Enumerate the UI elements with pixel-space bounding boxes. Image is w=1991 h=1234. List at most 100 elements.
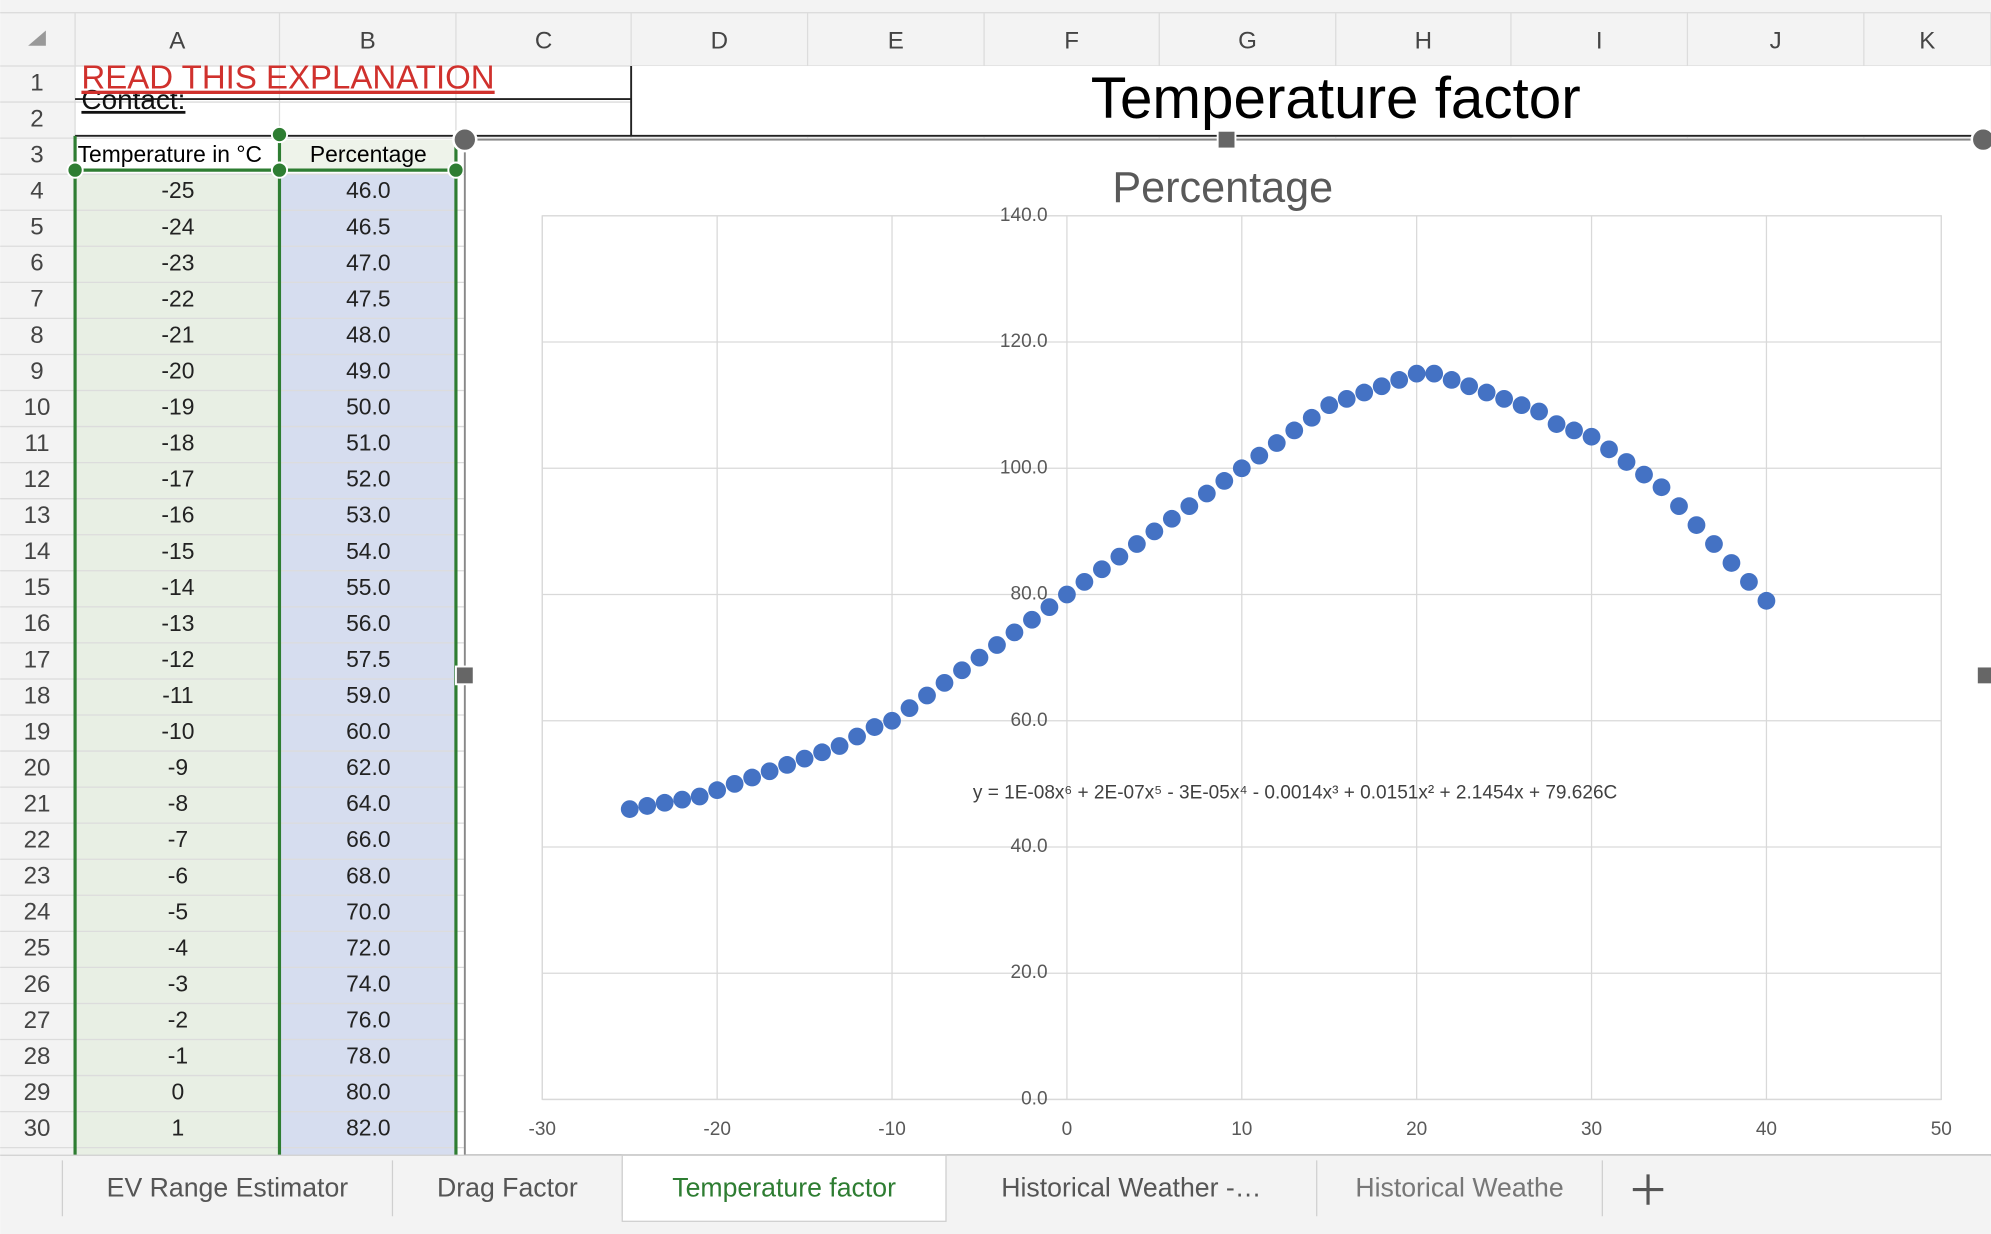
row-header[interactable]: 22 bbox=[24, 827, 51, 854]
resize-handle[interactable] bbox=[452, 126, 478, 153]
row-header[interactable]: 7 bbox=[30, 286, 43, 313]
percentage-cell[interactable]: 57.5 bbox=[346, 646, 390, 672]
resize-handle[interactable] bbox=[1970, 126, 1991, 153]
row-header[interactable]: 14 bbox=[24, 538, 51, 565]
row-header[interactable]: 25 bbox=[24, 935, 51, 962]
percentage-cell[interactable]: 48.0 bbox=[346, 321, 390, 347]
percentage-cell[interactable]: 50.0 bbox=[346, 394, 390, 420]
temperature-cell[interactable]: -22 bbox=[161, 285, 194, 311]
column-header[interactable]: H bbox=[1415, 27, 1432, 54]
percentage-cell[interactable]: 64.0 bbox=[346, 790, 390, 816]
temperature-cell[interactable]: -14 bbox=[161, 574, 194, 600]
temperature-cell[interactable]: 1 bbox=[172, 1115, 185, 1141]
row-header[interactable]: 24 bbox=[24, 899, 51, 926]
chart-area[interactable] bbox=[463, 138, 1991, 1157]
column-header[interactable]: J bbox=[1770, 27, 1782, 54]
row-header[interactable]: 19 bbox=[24, 718, 51, 745]
percentage-cell[interactable]: 68.0 bbox=[346, 862, 390, 888]
percentage-cell[interactable]: 74.0 bbox=[346, 970, 390, 996]
row-header[interactable]: 6 bbox=[30, 250, 43, 277]
temperature-cell[interactable]: -12 bbox=[161, 646, 194, 672]
percentage-cell[interactable]: 49.0 bbox=[346, 358, 390, 384]
row-header[interactable]: 4 bbox=[30, 178, 43, 205]
row-header[interactable]: 27 bbox=[24, 1007, 51, 1034]
sheet-tab[interactable]: Historical Weather -… bbox=[1001, 1173, 1261, 1203]
row-header[interactable]: 20 bbox=[24, 754, 51, 781]
percentage-cell[interactable]: 76.0 bbox=[346, 1007, 390, 1033]
row-header[interactable]: 9 bbox=[30, 358, 43, 385]
temperature-cell[interactable]: -25 bbox=[161, 177, 194, 203]
row-header[interactable]: 16 bbox=[24, 610, 51, 637]
resize-handle[interactable] bbox=[454, 665, 475, 686]
percentage-cell[interactable]: 46.5 bbox=[346, 213, 390, 239]
percentage-cell[interactable]: 59.0 bbox=[346, 682, 390, 708]
sheet-tab[interactable]: Historical Weathe bbox=[1355, 1173, 1563, 1203]
resize-handle[interactable] bbox=[1975, 665, 1991, 686]
row-header[interactable]: 8 bbox=[30, 322, 43, 349]
sheet-tab[interactable]: Drag Factor bbox=[437, 1173, 578, 1203]
add-sheet[interactable] bbox=[1632, 1174, 1664, 1205]
temperature-cell[interactable]: -15 bbox=[161, 538, 194, 564]
percentage-cell[interactable]: 60.0 bbox=[346, 718, 390, 744]
temperature-cell[interactable]: -17 bbox=[161, 466, 194, 492]
row-header[interactable]: 28 bbox=[24, 1043, 51, 1070]
temperature-cell[interactable]: -16 bbox=[161, 502, 194, 528]
column-header[interactable]: B bbox=[360, 27, 376, 54]
selection-handle[interactable] bbox=[66, 161, 84, 179]
percentage-cell[interactable]: 70.0 bbox=[346, 898, 390, 924]
temperature-cell[interactable]: -21 bbox=[161, 321, 194, 347]
row-header[interactable]: 13 bbox=[24, 502, 51, 529]
row-header[interactable]: 5 bbox=[30, 214, 43, 241]
row-header[interactable]: 12 bbox=[24, 466, 51, 493]
temperature-cell[interactable]: -20 bbox=[161, 358, 194, 384]
selection-handle[interactable] bbox=[270, 126, 289, 144]
temperature-cell[interactable]: -13 bbox=[161, 610, 194, 636]
temperature-cell[interactable]: -19 bbox=[161, 394, 194, 420]
column-header[interactable]: D bbox=[711, 27, 728, 54]
selection-handle[interactable] bbox=[447, 161, 465, 179]
percentage-cell[interactable]: 54.0 bbox=[346, 538, 390, 564]
column-heading[interactable]: Temperature in °C bbox=[78, 141, 262, 167]
percentage-cell[interactable]: 72.0 bbox=[346, 934, 390, 960]
sheet-tab[interactable]: EV Range Estimator bbox=[107, 1173, 349, 1203]
resize-handle[interactable] bbox=[1216, 129, 1237, 150]
row-header[interactable]: 2 bbox=[30, 105, 43, 132]
column-header[interactable]: A bbox=[169, 27, 186, 54]
selection-handle[interactable] bbox=[270, 161, 289, 179]
percentage-cell[interactable]: 62.0 bbox=[346, 754, 390, 780]
percentage-cell[interactable]: 78.0 bbox=[346, 1043, 390, 1069]
temperature-cell[interactable]: -1 bbox=[168, 1043, 188, 1069]
percentage-cell[interactable]: 53.0 bbox=[346, 502, 390, 528]
row-header[interactable]: 29 bbox=[24, 1079, 51, 1106]
temperature-cell[interactable]: -11 bbox=[162, 682, 193, 708]
row-header[interactable]: 18 bbox=[24, 682, 51, 709]
row-header[interactable]: 21 bbox=[24, 791, 51, 818]
row-header[interactable]: 23 bbox=[24, 863, 51, 890]
column-heading[interactable]: Percentage bbox=[310, 141, 427, 167]
row-header[interactable]: 17 bbox=[24, 646, 51, 673]
cell-text[interactable]: Contact: bbox=[81, 84, 185, 115]
percentage-cell[interactable]: 66.0 bbox=[346, 826, 390, 852]
percentage-cell[interactable]: 82.0 bbox=[346, 1115, 390, 1141]
percentage-cell[interactable]: 46.0 bbox=[346, 177, 390, 203]
temperature-cell[interactable]: -23 bbox=[161, 249, 194, 275]
percentage-cell[interactable]: 47.5 bbox=[346, 285, 390, 311]
column-header[interactable]: F bbox=[1064, 27, 1079, 54]
row-header[interactable]: 10 bbox=[24, 394, 51, 421]
temperature-cell[interactable]: 0 bbox=[172, 1079, 185, 1105]
temperature-cell[interactable]: -9 bbox=[168, 754, 188, 780]
temperature-cell[interactable]: -24 bbox=[161, 213, 194, 239]
column-header[interactable]: K bbox=[1919, 27, 1935, 54]
row-header[interactable]: 15 bbox=[24, 574, 51, 601]
percentage-cell[interactable]: 80.0 bbox=[346, 1079, 390, 1105]
temperature-cell[interactable]: -18 bbox=[161, 430, 194, 456]
temperature-cell[interactable]: -6 bbox=[168, 862, 188, 888]
percentage-cell[interactable]: 47.0 bbox=[346, 249, 390, 275]
link-cell[interactable]: READ THIS EXPLANATION bbox=[81, 59, 494, 96]
row-header[interactable]: 11 bbox=[24, 430, 49, 457]
row-header[interactable]: 30 bbox=[24, 1115, 51, 1142]
temperature-cell[interactable]: -10 bbox=[161, 718, 194, 744]
temperature-cell[interactable]: -7 bbox=[168, 826, 188, 852]
column-header[interactable]: C bbox=[535, 27, 552, 54]
temperature-cell[interactable]: -4 bbox=[168, 934, 189, 960]
